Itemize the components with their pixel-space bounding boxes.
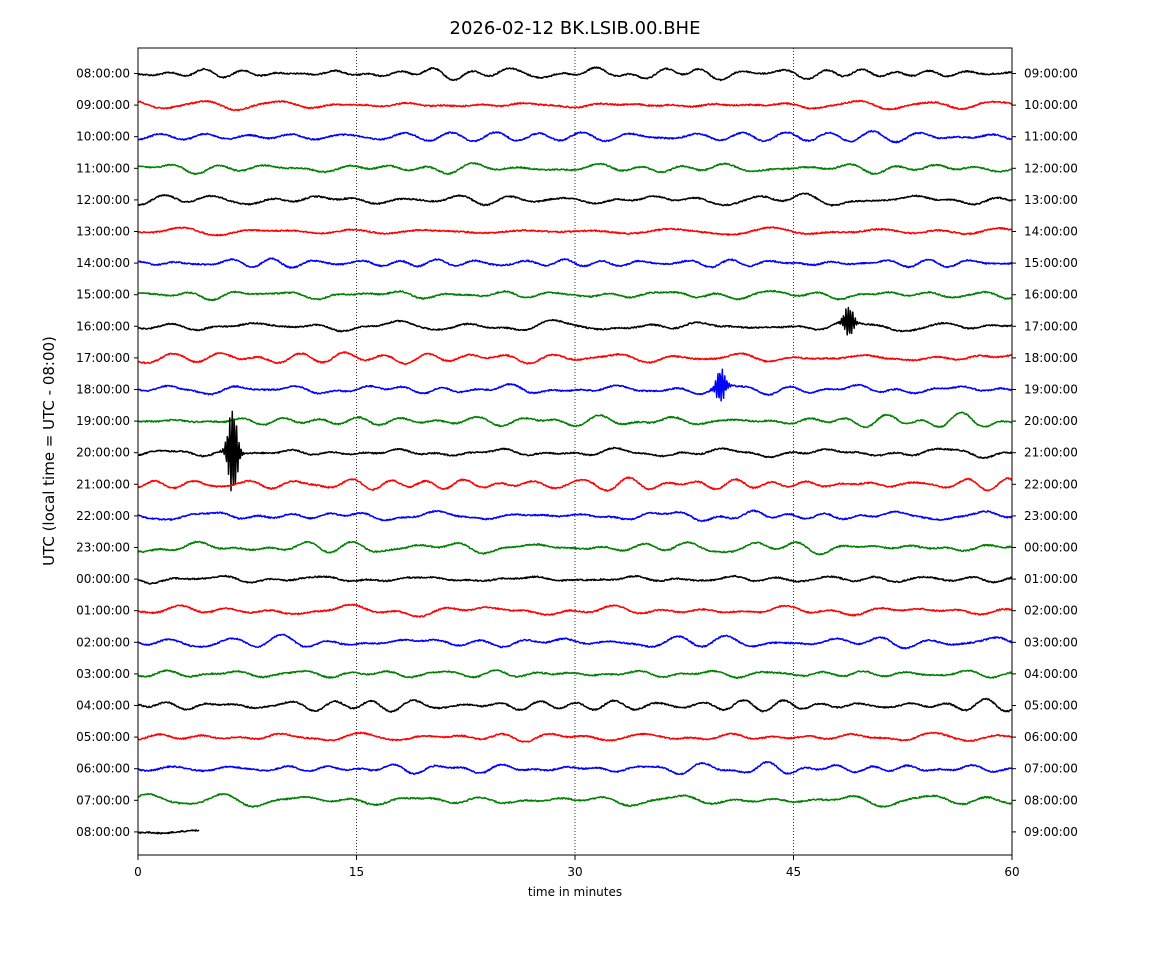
grid-layer	[356, 48, 794, 855]
row-label-right: 07:00:00	[1024, 762, 1078, 776]
row-label-right: 12:00:00	[1024, 161, 1078, 175]
row-label-right: 13:00:00	[1024, 193, 1078, 207]
row-label-right: 05:00:00	[1024, 699, 1078, 713]
row-label-right: 16:00:00	[1024, 288, 1078, 302]
trace-row-17	[137, 603, 1013, 618]
row-label-left: 07:00:00	[76, 793, 130, 807]
row-label-left: 06:00:00	[76, 762, 130, 776]
trace-row-10	[137, 368, 1013, 402]
chart-title: 2026-02-12 BK.LSIB.00.BHE	[450, 18, 701, 39]
row-label-right: 09:00:00	[1024, 825, 1078, 839]
trace-row-13	[137, 476, 1013, 492]
row-label-left: 12:00:00	[76, 193, 130, 207]
trace-row-19	[137, 669, 1013, 680]
row-label-left: 19:00:00	[76, 414, 130, 428]
x-tick-label: 15	[349, 865, 364, 879]
trace-row-9	[137, 351, 1013, 366]
row-label-left: 23:00:00	[76, 541, 130, 555]
x-tick-label: 45	[786, 865, 801, 879]
x-tick-label: 60	[1004, 865, 1019, 879]
row-label-left: 20:00:00	[76, 446, 130, 460]
row-label-right: 22:00:00	[1024, 477, 1078, 491]
x-axis-label: time in minutes	[528, 885, 622, 899]
y-axis-label: UTC (local time = UTC - 08:00)	[40, 336, 58, 566]
trace-row-4	[137, 192, 1013, 207]
row-label-right: 03:00:00	[1024, 635, 1078, 649]
row-label-left: 00:00:00	[76, 572, 130, 586]
row-label-left: 08:00:00	[76, 825, 130, 839]
trace-row-21	[137, 731, 1013, 743]
trace-row-16	[137, 574, 1013, 585]
trace-row-24	[137, 829, 200, 835]
row-label-left: 14:00:00	[76, 256, 130, 270]
row-label-right: 23:00:00	[1024, 509, 1078, 523]
row-label-left: 22:00:00	[76, 509, 130, 523]
row-label-right: 02:00:00	[1024, 604, 1078, 618]
left-time-labels: 08:00:00 09:00:00 10:00:00 11:00:00 12:00:00…	[76, 67, 138, 839]
row-label-right: 17:00:00	[1024, 319, 1078, 333]
trace-row-5	[137, 226, 1013, 237]
row-label-left: 16:00:00	[76, 319, 130, 333]
row-label-right: 15:00:00	[1024, 256, 1078, 270]
row-label-right: 21:00:00	[1024, 446, 1078, 460]
row-label-right: 20:00:00	[1024, 414, 1078, 428]
row-label-right: 14:00:00	[1024, 225, 1078, 239]
trace-row-20	[137, 697, 1013, 713]
row-label-right: 09:00:00	[1024, 67, 1078, 81]
row-label-right: 19:00:00	[1024, 383, 1078, 397]
trace-row-12	[137, 410, 1013, 492]
row-label-left: 21:00:00	[76, 477, 130, 491]
trace-row-18	[137, 633, 1013, 650]
row-label-left: 02:00:00	[76, 635, 130, 649]
row-label-right: 04:00:00	[1024, 667, 1078, 681]
row-label-left: 17:00:00	[76, 351, 130, 365]
row-label-left: 11:00:00	[76, 161, 130, 175]
row-label-right: 18:00:00	[1024, 351, 1078, 365]
row-label-left: 13:00:00	[76, 225, 130, 239]
row-label-left: 08:00:00	[76, 67, 130, 81]
row-label-left: 03:00:00	[76, 667, 130, 681]
trace-row-0	[137, 66, 1013, 82]
row-label-right: 11:00:00	[1024, 130, 1078, 144]
trace-row-3	[137, 161, 1013, 176]
row-label-left: 05:00:00	[76, 730, 130, 744]
right-time-labels: 09:00:00 10:00:00 11:00:00 12:00:00 13:00:00…	[1012, 67, 1078, 839]
trace-row-23	[137, 792, 1013, 808]
trace-row-2	[137, 129, 1013, 144]
row-label-left: 01:00:00	[76, 604, 130, 618]
trace-row-6	[137, 257, 1013, 269]
trace-row-22	[137, 761, 1013, 776]
row-label-left: 10:00:00	[76, 130, 130, 144]
x-tick-label: 30	[567, 865, 582, 879]
row-label-left: 09:00:00	[76, 98, 130, 112]
x-axis-ticks: 0 15 30 45 60	[134, 855, 1020, 879]
row-label-right: 08:00:00	[1024, 793, 1078, 807]
row-label-left: 04:00:00	[76, 699, 130, 713]
trace-row-14	[137, 509, 1013, 523]
row-label-right: 01:00:00	[1024, 572, 1078, 586]
trace-row-8	[137, 306, 1013, 336]
trace-layer	[137, 66, 1013, 835]
row-label-left: 18:00:00	[76, 383, 130, 397]
trace-row-11	[137, 411, 1013, 429]
row-label-right: 10:00:00	[1024, 98, 1078, 112]
row-label-right: 06:00:00	[1024, 730, 1078, 744]
x-tick-label: 0	[134, 865, 142, 879]
row-label-left: 15:00:00	[76, 288, 130, 302]
row-label-right: 00:00:00	[1024, 541, 1078, 555]
trace-row-7	[137, 289, 1013, 302]
trace-row-1	[137, 99, 1013, 112]
trace-row-15	[137, 540, 1013, 556]
